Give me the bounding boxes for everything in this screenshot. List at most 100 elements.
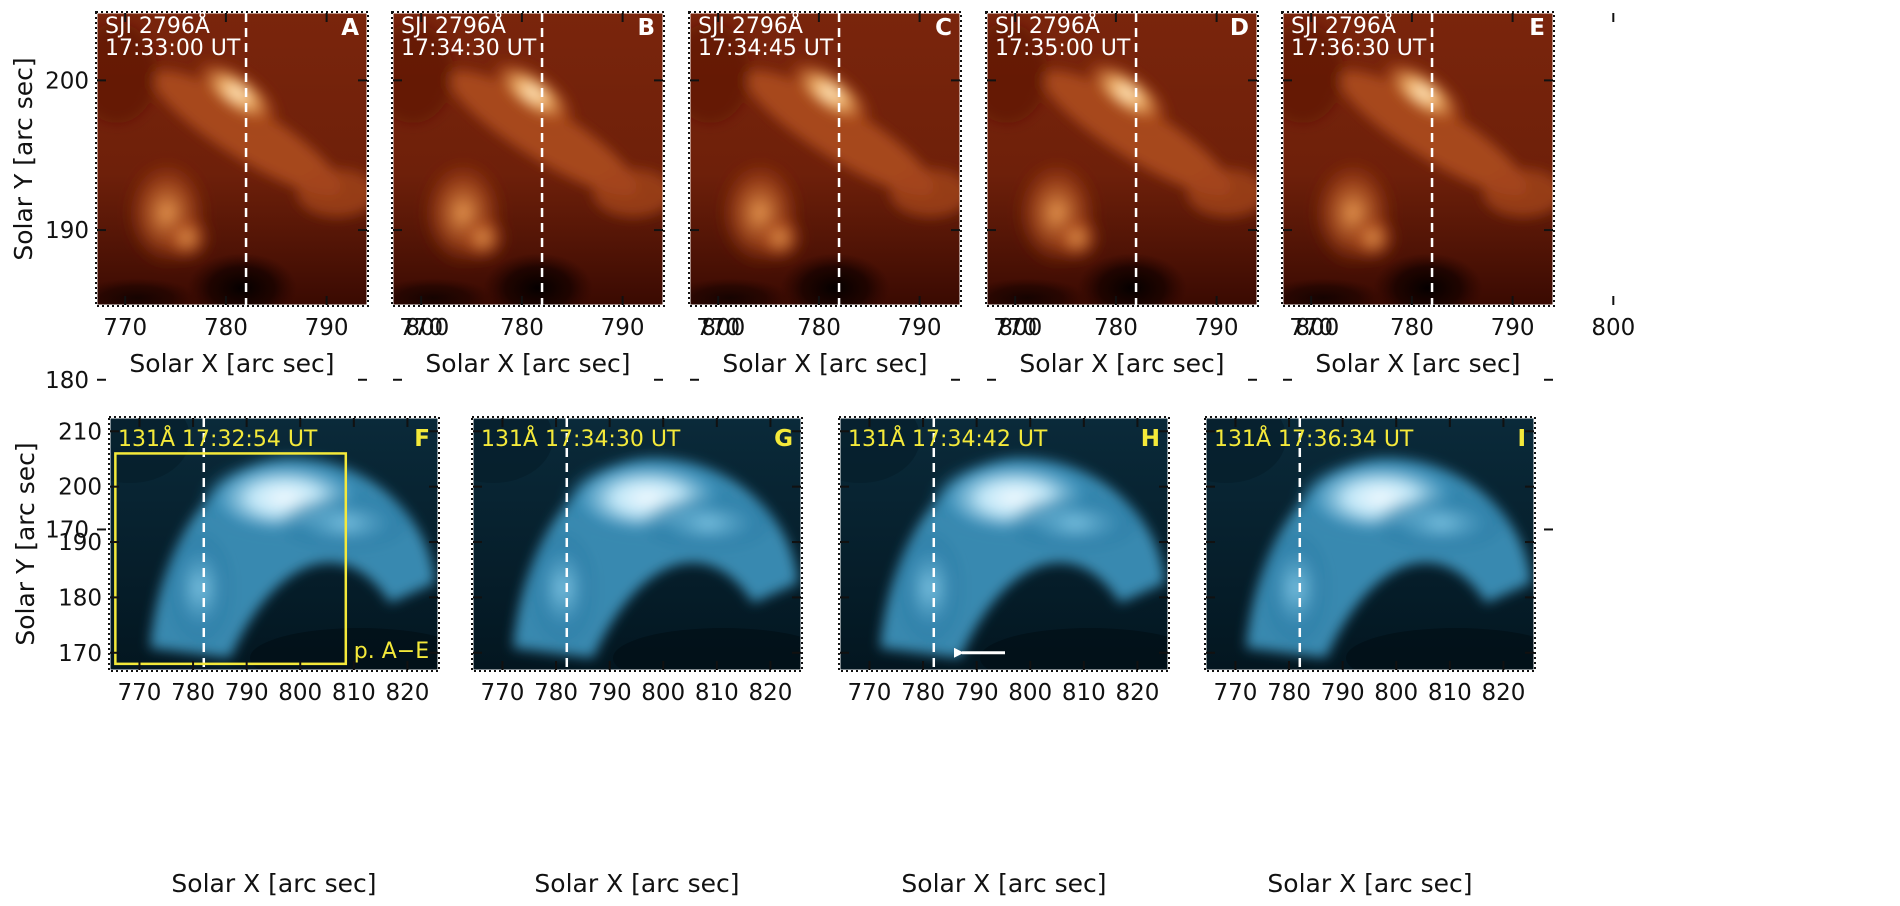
x-tick-label: 800 bbox=[1295, 315, 1339, 341]
x-tick-label: 780 bbox=[901, 680, 945, 706]
y-tick-label: 200 bbox=[45, 68, 89, 94]
y-tick-label: 170 bbox=[58, 641, 102, 667]
aia-panel-g: 131Å 17:34:30 UT G 770 780 790 800 810 820 Solar… bbox=[471, 416, 803, 898]
sji-image bbox=[393, 13, 663, 305]
x-tick-label: 790 bbox=[955, 680, 999, 706]
panel-border bbox=[391, 11, 665, 307]
aia-image bbox=[473, 418, 801, 670]
y-tick-label: 190 bbox=[45, 218, 89, 244]
x-tick-label: 770 bbox=[399, 315, 443, 341]
panel-letter: H bbox=[1141, 426, 1160, 452]
aia-panel-f: 131Å 17:32:54 UT Fp. A−E 770 780 790 800 810 82… bbox=[58, 416, 440, 898]
x-tick-label: 780 bbox=[1094, 315, 1138, 341]
x-tick-label: 780 bbox=[534, 680, 578, 706]
panel-border bbox=[95, 11, 369, 307]
x-tick-label: 810 bbox=[695, 680, 739, 706]
x-tick-label: 770 bbox=[481, 680, 525, 706]
x-tick-label: 810 bbox=[332, 680, 376, 706]
x-tick-label: 770 bbox=[848, 680, 892, 706]
y-tick-label: 180 bbox=[58, 585, 102, 611]
y-tick-label: 180 bbox=[45, 368, 89, 394]
panel-wavelength-label: SJI 2796Å bbox=[995, 12, 1100, 39]
panel-label: 131Å 17:34:30 UT bbox=[481, 425, 681, 452]
panel-wavelength-label: SJI 2796Å bbox=[105, 12, 210, 39]
x-axis-label: Solar X [arc sec] bbox=[722, 349, 927, 378]
y-tick-label: 200 bbox=[58, 475, 102, 501]
sji-image bbox=[1283, 13, 1553, 305]
x-tick-label: 770 bbox=[103, 315, 147, 341]
panel-label: 131Å 17:32:54 UT bbox=[118, 425, 318, 452]
panel-label: 131Å 17:34:42 UT bbox=[848, 425, 1048, 452]
panel-wavelength-label: SJI 2796Å bbox=[1291, 12, 1396, 39]
panel-letter: I bbox=[1517, 426, 1526, 452]
panel-time-label: 17:34:30 UT bbox=[401, 36, 537, 61]
panel-letter: E bbox=[1529, 15, 1545, 41]
x-tick-label: 780 bbox=[1267, 680, 1311, 706]
x-tick-label: 780 bbox=[500, 315, 544, 341]
x-tick-label: 820 bbox=[385, 680, 429, 706]
zoom-box bbox=[114, 452, 348, 666]
x-tick-label: 780 bbox=[204, 315, 248, 341]
x-tick-label: 770 bbox=[118, 680, 162, 706]
x-tick-label: 770 bbox=[696, 315, 740, 341]
x-tick-label: 790 bbox=[1321, 680, 1365, 706]
panel-border bbox=[108, 416, 440, 672]
panel-border bbox=[838, 416, 1170, 672]
panel-border bbox=[985, 11, 1259, 307]
x-tick-label: 810 bbox=[1062, 680, 1106, 706]
x-tick-label: 780 bbox=[1390, 315, 1434, 341]
aia-image bbox=[110, 418, 438, 670]
sji-image bbox=[97, 13, 367, 305]
x-tick-label: 790 bbox=[305, 315, 349, 341]
x-axis-label: Solar X [arc sec] bbox=[1267, 869, 1472, 898]
x-tick-label: 820 bbox=[1115, 680, 1159, 706]
x-tick-label: 800 bbox=[1008, 680, 1052, 706]
panel-time-label: 17:33:00 UT bbox=[105, 36, 241, 61]
x-axis-label: Solar X [arc sec] bbox=[129, 349, 334, 378]
y-axis-label: Solar Y [arc sec] bbox=[9, 57, 38, 260]
x-tick-label: 820 bbox=[748, 680, 792, 706]
panel-wavelength-label: SJI 2796Å bbox=[698, 12, 803, 39]
panel-time-label: 17:36:30 UT bbox=[1291, 36, 1427, 61]
x-axis-label: Solar X [arc sec] bbox=[534, 869, 739, 898]
x-tick-label: 790 bbox=[225, 680, 269, 706]
panel-letter: F bbox=[414, 426, 430, 452]
x-tick-label: 790 bbox=[601, 315, 645, 341]
sji-image bbox=[987, 13, 1257, 305]
panel-time-label: 17:34:45 UT bbox=[698, 36, 834, 61]
zoom-box-label: p. A−E bbox=[354, 639, 429, 664]
panel-border bbox=[1281, 11, 1555, 307]
panel-wavelength-label: SJI 2796Å bbox=[401, 12, 506, 39]
panel-border bbox=[471, 416, 803, 672]
x-tick-label: 790 bbox=[898, 315, 942, 341]
x-axis-label: Solar X [arc sec] bbox=[901, 869, 1106, 898]
x-tick-label: 790 bbox=[1491, 315, 1535, 341]
x-tick-label: 800 bbox=[641, 680, 685, 706]
panel-time-label: 17:35:00 UT bbox=[995, 36, 1131, 61]
x-tick-label: 800 bbox=[1374, 680, 1418, 706]
x-tick-label: 790 bbox=[588, 680, 632, 706]
bottom-row: 131Å 17:32:54 UT Fp. A−E 770 780 790 800 810 82… bbox=[11, 416, 1536, 898]
x-axis-label: Solar X [arc sec] bbox=[1315, 349, 1520, 378]
panel-letter: B bbox=[637, 15, 655, 41]
panel-letter: G bbox=[774, 426, 793, 452]
x-tick-label: 780 bbox=[797, 315, 841, 341]
x-tick-label: 800 bbox=[998, 315, 1042, 341]
x-tick-label: 800 bbox=[701, 315, 745, 341]
x-tick-label: 800 bbox=[405, 315, 449, 341]
x-axis-label: Solar X [arc sec] bbox=[425, 349, 630, 378]
y-tick-label: 210 bbox=[58, 419, 102, 445]
panel-border bbox=[1204, 416, 1536, 672]
y-tick-label: 170 bbox=[45, 517, 89, 543]
panel-letter: C bbox=[935, 15, 952, 41]
y-tick-label: 190 bbox=[58, 530, 102, 556]
aia-image bbox=[1206, 418, 1534, 670]
aia-panel-h: 131Å 17:34:42 UT H 770 780 790 800 810 820 Solar… bbox=[838, 416, 1170, 898]
